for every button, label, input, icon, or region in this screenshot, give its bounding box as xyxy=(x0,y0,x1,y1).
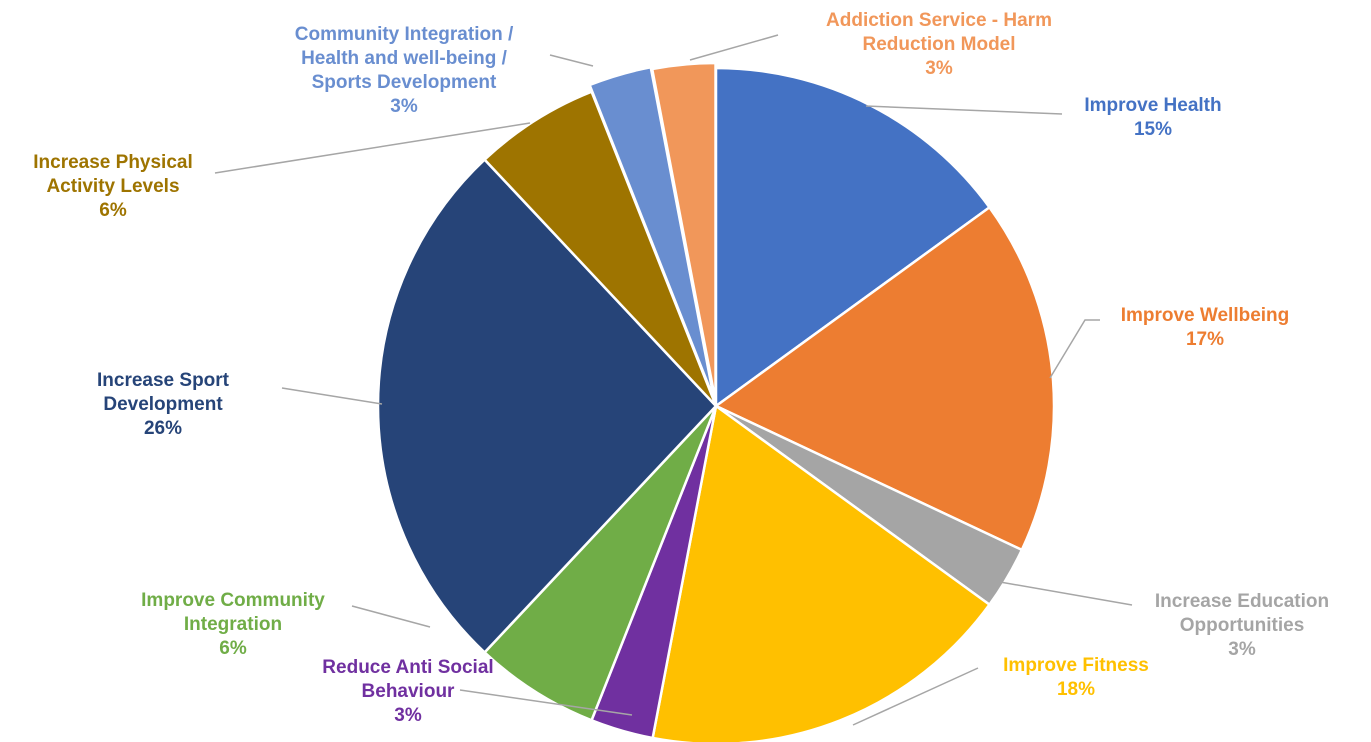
slice-data-label: Improve Community Integration 6% xyxy=(141,590,325,659)
slice-data-label: Increase Physical Activity Levels 6% xyxy=(33,152,193,221)
slice-category-label: Improve Health xyxy=(1084,95,1221,116)
leader-line xyxy=(214,122,531,174)
leader-line xyxy=(549,54,594,67)
slice-percent-label: 3% xyxy=(925,58,953,79)
slice-percent-label: 3% xyxy=(1228,639,1256,660)
slice-data-label: Improve Fitness 18% xyxy=(1003,655,1149,700)
slice-data-label: Increase Education Opportunities 3% xyxy=(1155,591,1329,660)
leader-line xyxy=(459,689,633,716)
slice-category-label: Increase Sport xyxy=(97,370,230,391)
pie-slice xyxy=(650,61,717,403)
leader-line xyxy=(999,581,1133,606)
slice-percent-label: 6% xyxy=(99,200,127,221)
slice-percent-label: 15% xyxy=(1134,119,1172,140)
slice-percent-label: 3% xyxy=(394,705,422,726)
slice-category-label: Improve Community xyxy=(141,590,325,611)
slice-percent-label: 26% xyxy=(144,418,182,439)
slice-category-label: Addiction Service - Harm xyxy=(826,10,1052,31)
pie-slices xyxy=(376,61,1056,742)
slice-category-label: Integration xyxy=(184,614,282,635)
slice-category-label: Reduction Model xyxy=(862,34,1015,55)
pie-slice xyxy=(651,404,991,742)
slice-data-label: Improve Health 15% xyxy=(1084,95,1221,140)
pie-slice xyxy=(483,90,718,408)
slice-data-label: Increase Sport Development 26% xyxy=(97,370,230,439)
slice-category-label: Increase Education xyxy=(1155,591,1329,612)
slice-data-label: Improve Wellbeing 17% xyxy=(1121,305,1290,350)
pie-slice xyxy=(714,66,991,408)
pie-slice xyxy=(376,158,718,654)
slice-category-label: Behaviour xyxy=(362,681,456,702)
leader-line xyxy=(281,387,383,405)
slice-category-label: Increase Physical xyxy=(33,152,193,173)
slice-percent-label: 18% xyxy=(1057,679,1095,700)
slice-data-label: Reduce Anti Social Behaviour 3% xyxy=(322,657,493,726)
slice-category-label: Community Integration / xyxy=(295,24,514,45)
slice-category-label: Improve Wellbeing xyxy=(1121,305,1290,326)
slice-category-label: Improve Fitness xyxy=(1003,655,1149,676)
data-labels: Improve Health 15% Improve Wellbeing 17% Inc… xyxy=(33,10,1329,726)
pie-slice xyxy=(588,66,716,401)
leader-lines xyxy=(214,34,1133,726)
leader-line xyxy=(351,605,431,628)
slice-percent-label: 3% xyxy=(390,96,418,117)
leader-line xyxy=(852,667,979,726)
slice-category-label: Reduce Anti Social xyxy=(322,657,493,678)
slice-percent-label: 6% xyxy=(219,638,247,659)
slice-category-label: Sports Development xyxy=(312,72,497,93)
slice-category-label: Opportunities xyxy=(1180,615,1305,636)
slice-percent-label: 17% xyxy=(1186,329,1224,350)
slice-category-label: Activity Levels xyxy=(46,176,179,197)
leader-line xyxy=(689,34,779,61)
pie-slice xyxy=(483,404,718,722)
slice-category-label: Health and well-being / xyxy=(301,48,508,69)
slice-data-label: Community Integration / Health and well-b… xyxy=(295,24,514,117)
slice-data-label: Addiction Service - Harm Reduction Model 3… xyxy=(826,10,1052,79)
leader-line xyxy=(865,105,1063,115)
slice-category-label: Development xyxy=(103,394,223,415)
leader-line xyxy=(1049,319,1100,379)
